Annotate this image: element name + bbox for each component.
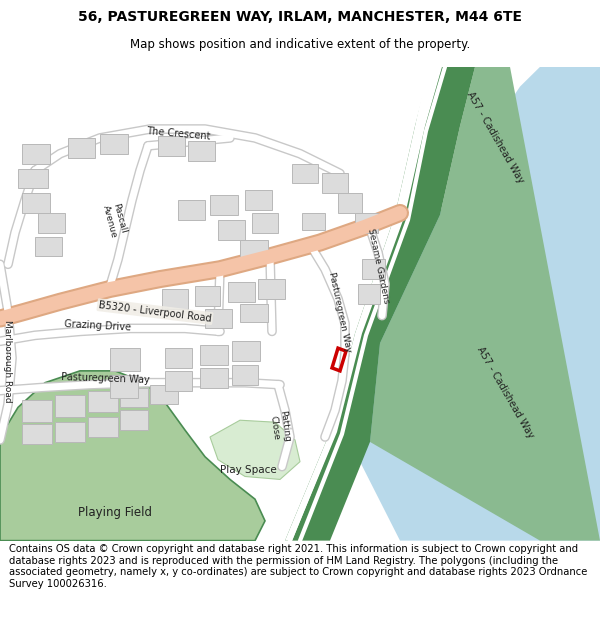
Polygon shape bbox=[355, 213, 378, 232]
Polygon shape bbox=[358, 284, 380, 304]
Polygon shape bbox=[22, 193, 50, 213]
Polygon shape bbox=[88, 418, 118, 437]
Text: Marlborough Road: Marlborough Road bbox=[2, 319, 11, 402]
Polygon shape bbox=[285, 67, 475, 541]
Text: A57 - Cadishead Way: A57 - Cadishead Way bbox=[475, 345, 535, 440]
Text: Play Space: Play Space bbox=[220, 464, 277, 474]
Polygon shape bbox=[188, 141, 215, 161]
Polygon shape bbox=[22, 401, 52, 422]
Polygon shape bbox=[350, 67, 600, 541]
Text: Pasturegreen Way: Pasturegreen Way bbox=[61, 372, 149, 385]
Text: Playing Field: Playing Field bbox=[78, 506, 152, 519]
Polygon shape bbox=[165, 371, 192, 391]
Polygon shape bbox=[22, 144, 50, 164]
Polygon shape bbox=[200, 368, 228, 388]
Polygon shape bbox=[370, 67, 600, 541]
Polygon shape bbox=[178, 200, 205, 220]
Polygon shape bbox=[35, 237, 62, 256]
Polygon shape bbox=[120, 388, 148, 408]
Polygon shape bbox=[245, 190, 272, 210]
Text: 56, PASTUREGREEN WAY, IRLAM, MANCHESTER, M44 6TE: 56, PASTUREGREEN WAY, IRLAM, MANCHESTER,… bbox=[78, 10, 522, 24]
Polygon shape bbox=[285, 67, 442, 541]
Polygon shape bbox=[338, 193, 362, 213]
Polygon shape bbox=[205, 309, 232, 328]
Text: The Crescent: The Crescent bbox=[145, 126, 211, 142]
Polygon shape bbox=[18, 169, 48, 188]
Polygon shape bbox=[110, 375, 138, 398]
Polygon shape bbox=[88, 391, 118, 412]
Polygon shape bbox=[200, 345, 228, 365]
Polygon shape bbox=[100, 134, 128, 154]
Text: B5320 - Liverpool Road: B5320 - Liverpool Road bbox=[98, 300, 212, 324]
Text: Map shows position and indicative extent of the property.: Map shows position and indicative extent… bbox=[130, 38, 470, 51]
Text: A57 - Cadishead Way: A57 - Cadishead Way bbox=[465, 91, 525, 186]
Polygon shape bbox=[252, 213, 278, 232]
Polygon shape bbox=[150, 384, 178, 404]
Text: Pasturegreen Way: Pasturegreen Way bbox=[327, 271, 353, 352]
Polygon shape bbox=[240, 239, 268, 259]
Text: Sesame Gardens: Sesame Gardens bbox=[365, 228, 391, 304]
Polygon shape bbox=[302, 213, 325, 230]
Polygon shape bbox=[232, 365, 258, 384]
Polygon shape bbox=[218, 220, 245, 239]
Polygon shape bbox=[240, 304, 268, 321]
Text: Contains OS data © Crown copyright and database right 2021. This information is : Contains OS data © Crown copyright and d… bbox=[9, 544, 587, 589]
Polygon shape bbox=[55, 422, 85, 442]
Polygon shape bbox=[22, 424, 52, 444]
Polygon shape bbox=[362, 259, 385, 279]
Polygon shape bbox=[120, 411, 148, 430]
Polygon shape bbox=[210, 420, 300, 479]
Polygon shape bbox=[210, 195, 238, 215]
Polygon shape bbox=[38, 213, 65, 232]
Polygon shape bbox=[228, 282, 255, 302]
Polygon shape bbox=[55, 394, 85, 418]
Polygon shape bbox=[158, 136, 185, 156]
Polygon shape bbox=[322, 174, 348, 193]
Polygon shape bbox=[292, 164, 318, 183]
Polygon shape bbox=[258, 279, 285, 299]
Text: Patting
Close: Patting Close bbox=[268, 410, 292, 444]
Text: Grazing Drive: Grazing Drive bbox=[64, 319, 131, 332]
Polygon shape bbox=[165, 348, 192, 368]
Polygon shape bbox=[162, 289, 188, 309]
Polygon shape bbox=[68, 138, 95, 158]
Polygon shape bbox=[232, 341, 260, 361]
Polygon shape bbox=[110, 348, 140, 371]
Polygon shape bbox=[195, 286, 220, 306]
Text: Pascall
Avenue: Pascall Avenue bbox=[101, 201, 129, 239]
Polygon shape bbox=[0, 371, 265, 541]
